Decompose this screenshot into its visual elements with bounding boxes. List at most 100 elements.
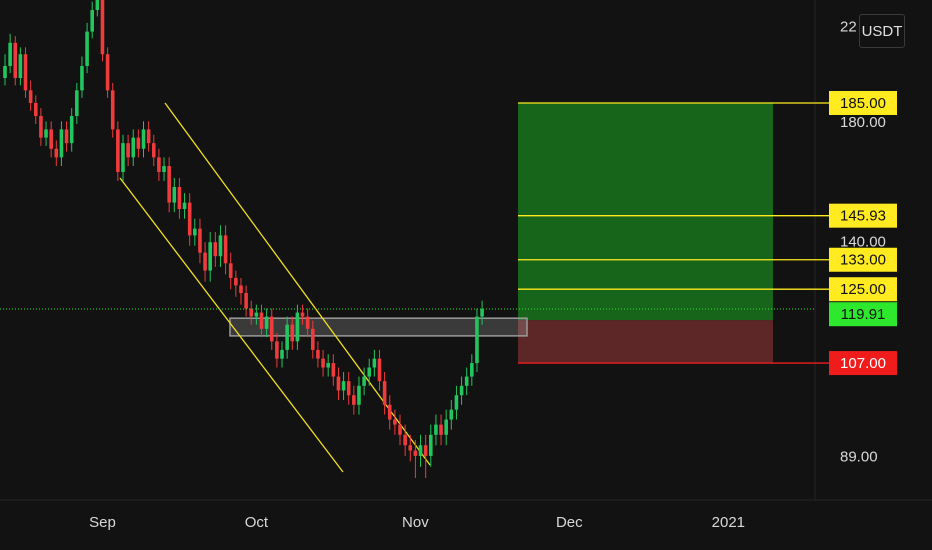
candle-body — [434, 424, 438, 435]
candle-body — [44, 129, 48, 138]
candle-body — [85, 31, 89, 66]
candle-body — [470, 363, 474, 377]
candle-body — [218, 235, 223, 257]
candle-body — [187, 202, 192, 236]
candle-body — [341, 381, 346, 391]
candle-body — [295, 312, 300, 342]
price-label-box — [829, 277, 897, 302]
candle-body — [475, 316, 479, 364]
candle-body — [408, 445, 413, 451]
candle-body — [223, 235, 228, 264]
candle-body — [239, 285, 243, 294]
price-label-box — [829, 247, 897, 272]
candle-body — [13, 42, 18, 78]
candle-body — [387, 404, 392, 420]
candle-body — [413, 450, 418, 456]
price-label: 145.93 — [840, 208, 886, 225]
candle-body — [459, 385, 464, 396]
channel-line — [119, 177, 344, 473]
candle-body — [23, 54, 28, 91]
candle-body — [167, 166, 171, 203]
candle-body — [269, 316, 274, 342]
candle-body — [121, 143, 125, 172]
candle-body — [162, 166, 166, 172]
candle-body — [418, 445, 423, 456]
candle-body — [439, 424, 443, 435]
x-tick-label: Sep — [89, 514, 116, 531]
price-axis: 22 180.00 140.00 89.00 185.00 145.93 133.00 125… — [829, 19, 897, 466]
candle-body — [177, 187, 182, 209]
candle-body — [59, 129, 64, 158]
candle-body — [367, 367, 372, 377]
candle-body — [75, 90, 79, 117]
candle-body — [403, 434, 407, 446]
candle-body — [8, 42, 12, 66]
plot-area — [0, 0, 815, 479]
candle-body — [80, 65, 84, 91]
candle-body — [280, 349, 284, 359]
price-label-box — [829, 203, 897, 228]
candle-body — [285, 324, 289, 350]
candle-body — [203, 252, 207, 271]
candle-body — [136, 137, 141, 149]
candle-body — [316, 349, 320, 359]
candle-body — [208, 242, 212, 271]
candle-body — [18, 54, 23, 78]
candle-body — [249, 308, 254, 317]
x-tick-label: Dec — [556, 514, 583, 531]
candle-body — [90, 10, 95, 32]
candle-body — [382, 381, 387, 405]
candle-body — [305, 316, 310, 329]
candle-body — [362, 376, 366, 386]
candle-body — [275, 341, 279, 359]
candle-body — [28, 90, 33, 104]
candle-body — [3, 65, 7, 78]
candle-body — [151, 143, 156, 158]
target-zone — [518, 103, 773, 321]
y-tick-label: 89.00 — [840, 449, 878, 466]
candle-body — [228, 263, 233, 278]
candle-body — [454, 395, 459, 410]
candle-body — [480, 308, 484, 317]
stop-zone — [518, 320, 773, 364]
candle-body — [290, 324, 295, 342]
candle-body — [336, 376, 341, 391]
candle-body — [193, 228, 197, 236]
candle-body — [357, 385, 361, 405]
candle-body — [146, 129, 151, 144]
price-label: 125.00 — [840, 281, 886, 298]
currency-button[interactable]: USDT — [859, 14, 905, 48]
candle-body — [311, 328, 315, 350]
candle-body — [346, 381, 351, 396]
candle-body — [95, 0, 100, 11]
candle-body — [321, 358, 325, 368]
candle-body — [64, 129, 69, 144]
candle-body — [49, 129, 53, 149]
price-label: 119.91 — [841, 306, 886, 323]
candle-body — [372, 358, 377, 368]
candle-body — [126, 143, 130, 158]
candle-body — [423, 445, 428, 456]
candle-body — [33, 103, 38, 117]
x-tick-label: Oct — [245, 514, 269, 531]
candle-body — [157, 157, 161, 172]
candle-body — [54, 148, 59, 158]
candle-body — [398, 424, 402, 435]
candle-body — [444, 419, 448, 435]
y-tick-label: 180.00 — [840, 114, 886, 131]
candle-body — [326, 363, 330, 368]
y-tick-label: 140.00 — [840, 233, 886, 250]
x-tick-label: Nov — [402, 514, 429, 531]
candle-body — [69, 116, 74, 144]
candle-body — [182, 202, 187, 209]
price-label-box — [829, 302, 897, 327]
candle-body — [428, 434, 433, 456]
support-zone — [229, 317, 528, 337]
candle-body — [131, 137, 136, 158]
y-tick-label: 22 — [840, 19, 857, 36]
candle-body — [244, 293, 248, 309]
candle-body — [331, 363, 336, 377]
